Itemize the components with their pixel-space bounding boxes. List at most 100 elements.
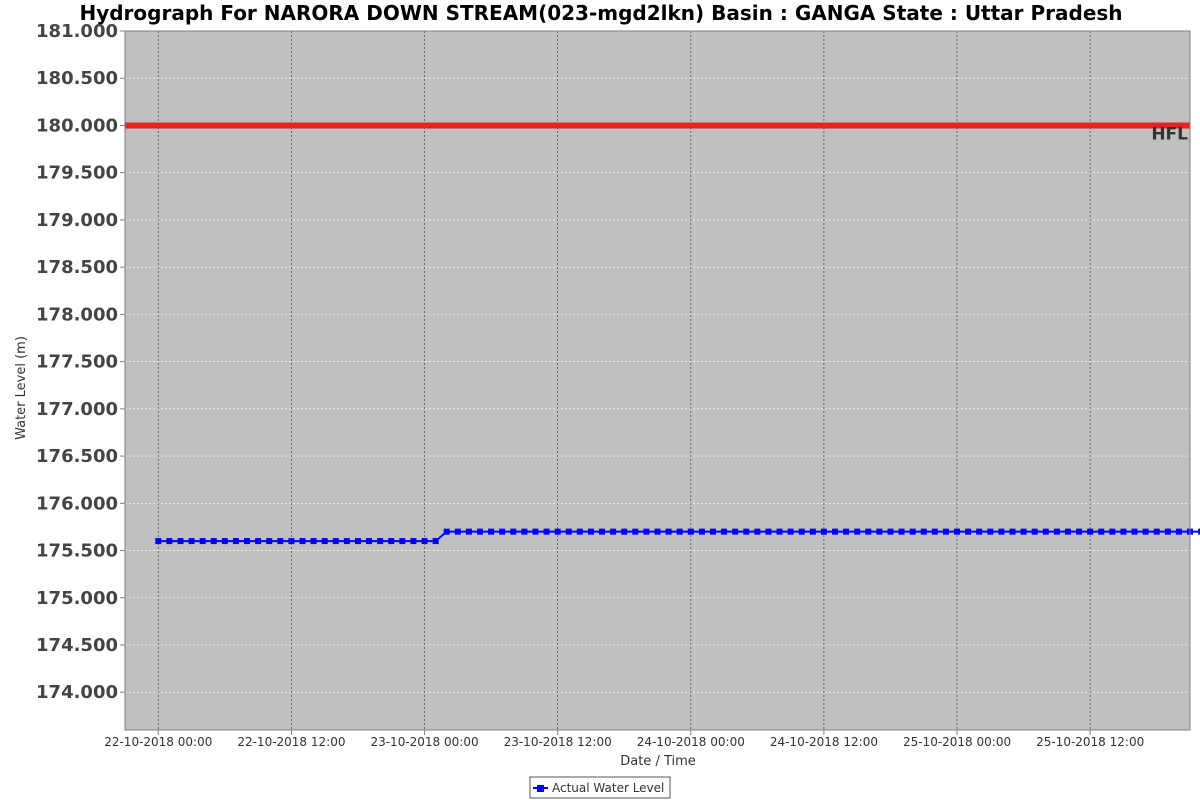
y-tick-label: 176.500 xyxy=(36,446,118,467)
data-point xyxy=(709,528,716,535)
data-point xyxy=(532,528,539,535)
x-tick-label: 24-10-2018 12:00 xyxy=(770,735,878,749)
data-point xyxy=(776,528,783,535)
data-point xyxy=(954,528,961,535)
data-point xyxy=(1198,528,1200,535)
y-tick-label: 177.000 xyxy=(36,399,118,420)
y-tick-label: 179.000 xyxy=(36,210,118,231)
data-point xyxy=(1076,528,1083,535)
data-point xyxy=(787,528,794,535)
legend-box xyxy=(529,776,671,799)
x-tick-label: 22-10-2018 00:00 xyxy=(104,735,212,749)
data-point xyxy=(721,528,728,535)
data-point xyxy=(232,538,239,545)
data-point xyxy=(299,538,306,545)
x-tick-label: 25-10-2018 12:00 xyxy=(1036,735,1144,749)
data-point xyxy=(998,528,1005,535)
y-tick-label: 175.000 xyxy=(36,588,118,609)
data-point xyxy=(621,528,628,535)
data-point xyxy=(1087,528,1094,535)
data-point xyxy=(643,528,650,535)
data-point xyxy=(599,528,606,535)
data-point xyxy=(310,538,317,545)
data-point xyxy=(832,528,838,535)
threshold-layer: HFL xyxy=(125,122,1190,144)
data-point xyxy=(221,538,228,545)
y-tick-label: 180.500 xyxy=(36,68,118,89)
data-point xyxy=(443,528,450,535)
hfl-label: HFL xyxy=(1151,124,1188,144)
data-point xyxy=(155,538,162,545)
data-point xyxy=(244,538,251,545)
x-tick-label: 22-10-2018 12:00 xyxy=(237,735,345,749)
data-point xyxy=(1142,528,1149,535)
data-point xyxy=(343,538,350,545)
x-axis-label: Date / Time xyxy=(620,754,696,769)
y-tick-label: 174.000 xyxy=(36,682,118,703)
data-point xyxy=(587,528,594,535)
legend-marker-swatch xyxy=(537,785,544,792)
data-point xyxy=(166,538,173,545)
data-point xyxy=(732,528,739,535)
data-point xyxy=(865,528,872,535)
data-point xyxy=(1153,528,1160,535)
data-point xyxy=(665,528,672,535)
y-tick-label: 181.000 xyxy=(36,21,118,42)
y-tick-label: 178.500 xyxy=(36,257,118,278)
data-point xyxy=(698,528,705,535)
data-point xyxy=(1164,528,1171,535)
data-point xyxy=(1053,528,1060,535)
y-tick-label: 174.500 xyxy=(36,635,118,656)
data-point xyxy=(332,538,339,545)
series-layer xyxy=(155,528,1200,545)
data-point xyxy=(1175,528,1182,535)
y-axis-ticks: 174.000 174.500 175.000 175.500 176.000 176.5… xyxy=(36,21,125,703)
x-tick-label: 24-10-2018 00:00 xyxy=(637,735,745,749)
data-point xyxy=(942,528,949,535)
data-point xyxy=(931,528,938,535)
data-point xyxy=(1131,528,1138,535)
data-point xyxy=(798,528,805,535)
data-point xyxy=(909,528,916,535)
data-point xyxy=(1020,528,1027,535)
data-point xyxy=(288,538,295,545)
data-point xyxy=(1109,528,1116,535)
data-point xyxy=(366,538,373,545)
data-point xyxy=(377,538,384,545)
x-tick-label: 23-10-2018 12:00 xyxy=(504,735,612,749)
y-tick-label: 179.500 xyxy=(36,163,118,184)
data-point xyxy=(177,538,184,545)
y-tick-label: 175.500 xyxy=(36,541,118,562)
data-point xyxy=(887,528,894,535)
y-tick-label: 177.500 xyxy=(36,352,118,373)
y-axis-label: Water Level (m) xyxy=(14,336,29,440)
data-point xyxy=(388,538,395,545)
data-point xyxy=(410,538,417,545)
data-point xyxy=(1064,528,1071,535)
data-point xyxy=(976,528,983,535)
data-point xyxy=(765,528,772,535)
data-point xyxy=(654,528,661,535)
data-point xyxy=(432,538,439,545)
data-point xyxy=(1009,528,1016,535)
data-point xyxy=(554,528,561,535)
data-point xyxy=(565,528,572,535)
data-point xyxy=(676,528,683,535)
data-point xyxy=(277,538,284,545)
data-point xyxy=(510,528,517,535)
data-point xyxy=(843,528,850,535)
data-point xyxy=(521,528,528,535)
data-point xyxy=(809,528,816,535)
data-point xyxy=(1120,528,1127,535)
data-point xyxy=(266,538,273,545)
legend: Actual Water Level xyxy=(529,776,671,799)
data-point xyxy=(188,538,195,545)
data-point xyxy=(210,538,217,545)
data-point xyxy=(465,528,472,535)
data-point xyxy=(743,528,750,535)
chart-title: Hydrograph For NARORA DOWN STREAM(023-mg… xyxy=(79,1,1122,25)
data-point xyxy=(399,538,406,545)
data-point xyxy=(321,538,328,545)
data-point xyxy=(854,528,861,535)
